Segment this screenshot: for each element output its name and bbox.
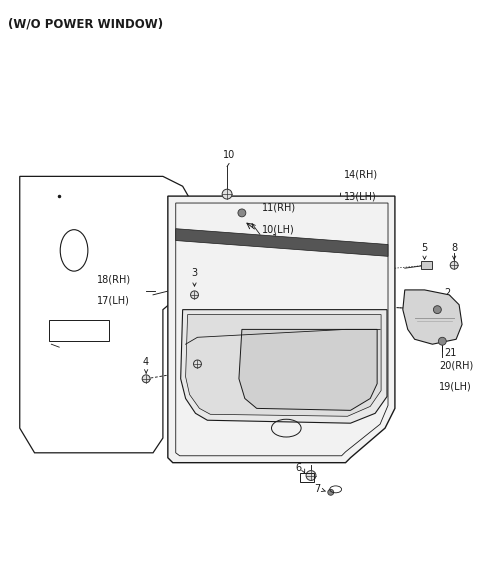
Text: 19(LH): 19(LH) [439,382,472,392]
Text: 10: 10 [223,150,235,159]
Text: 6: 6 [295,463,301,472]
Polygon shape [186,315,381,416]
Text: (W/O POWER WINDOW): (W/O POWER WINDOW) [8,18,163,31]
Circle shape [306,471,316,480]
Text: 13(LH): 13(LH) [344,191,376,201]
Text: 7: 7 [314,484,321,494]
Text: 1: 1 [272,233,277,244]
Circle shape [433,306,441,314]
Bar [300,472,314,483]
Circle shape [191,291,198,299]
Text: 9: 9 [194,339,201,349]
Bar [49,320,108,341]
Circle shape [193,360,202,368]
Polygon shape [180,310,387,423]
Text: 3: 3 [192,268,198,278]
Polygon shape [176,229,388,257]
Polygon shape [168,196,395,463]
Text: 17(LH): 17(LH) [97,296,130,306]
Polygon shape [239,329,377,410]
Text: 18(RH): 18(RH) [96,275,131,285]
Text: 4: 4 [143,357,149,367]
Bar [420,261,432,269]
Text: 8: 8 [451,244,457,253]
Circle shape [222,189,232,199]
Circle shape [328,489,334,496]
Polygon shape [403,290,462,344]
Text: 2: 2 [444,288,451,298]
Text: 10(LH): 10(LH) [262,225,294,234]
Text: 20(RH): 20(RH) [439,361,474,371]
Circle shape [438,337,446,345]
Text: 21: 21 [444,348,456,358]
Circle shape [450,261,458,269]
Circle shape [238,209,246,217]
Text: 5: 5 [421,244,428,253]
Circle shape [142,375,150,383]
Text: 11(RH): 11(RH) [262,203,296,213]
Text: 14(RH): 14(RH) [344,170,378,179]
